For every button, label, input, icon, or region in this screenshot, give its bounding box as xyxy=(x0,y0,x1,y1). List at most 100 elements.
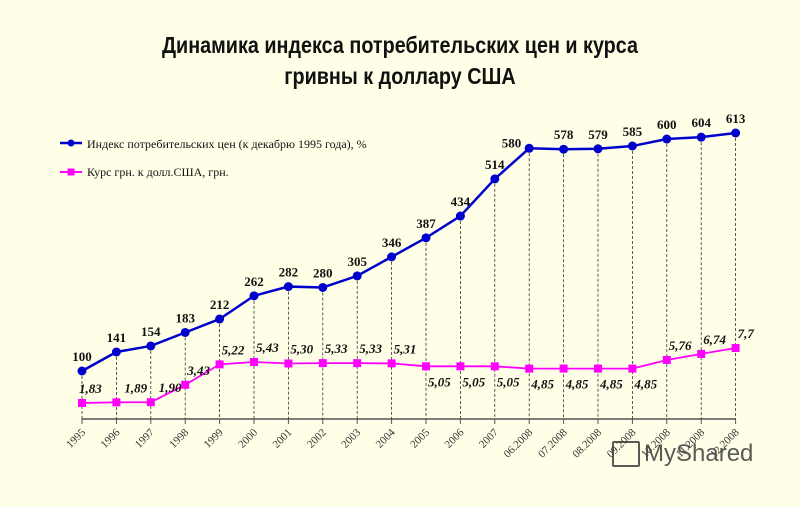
cpi-data-point xyxy=(731,128,741,138)
cpi-data-point xyxy=(524,143,534,153)
watermark-text: MyShared xyxy=(644,440,754,467)
cpi-value-label: 434 xyxy=(451,194,471,209)
cpi-value-label: 585 xyxy=(623,124,643,139)
fx-data-point xyxy=(181,380,190,389)
legend-label-fx: Курс грн. к долл.США, грн. xyxy=(87,165,229,179)
fx-value-label: 5,05 xyxy=(497,374,520,389)
fx-data-point xyxy=(250,358,258,366)
fx-value-label: 4,85 xyxy=(530,377,554,392)
cpi-data-point xyxy=(421,233,431,243)
cpi-data-point xyxy=(215,314,225,324)
cpi-data-point xyxy=(111,347,121,357)
legend-item-fx: Курс грн. к долл.США, грн. xyxy=(60,165,229,179)
fx-data-point xyxy=(284,359,293,368)
cpi-data-point xyxy=(387,252,397,262)
cpi-data-point xyxy=(490,174,500,184)
fx-value-label: 1,90 xyxy=(159,380,182,395)
series-exchange-rate: 1,83 1,89 1,90 3,43 5,22 5,43 5,30 5,33 5,33 5,31… xyxy=(78,326,754,407)
cpi-value-label: 387 xyxy=(416,216,436,231)
x-tick-label: 1995 xyxy=(64,426,88,450)
fx-data-point xyxy=(594,364,602,373)
chart-title: Динамика индекса потребительских цен и к… xyxy=(56,30,744,92)
fx-value-label: 1,83 xyxy=(79,381,102,396)
fx-data-point xyxy=(78,399,86,407)
cpi-value-label: 280 xyxy=(313,265,333,280)
x-tick-label: 2003 xyxy=(339,426,363,450)
cpi-value-label: 604 xyxy=(691,115,711,130)
fx-data-point xyxy=(353,359,362,368)
fx-value-label: 4,85 xyxy=(565,377,589,392)
fx-data-point xyxy=(112,398,121,407)
x-tick-label: 08.2008 xyxy=(570,426,604,460)
cpi-data-point xyxy=(352,271,362,281)
cpi-data-point xyxy=(318,282,328,292)
cpi-data-point xyxy=(455,211,465,221)
fx-data-point xyxy=(387,359,396,368)
fx-value-label: 5,76 xyxy=(669,338,692,353)
x-tick-label: 2004 xyxy=(374,426,398,450)
presentation-icon xyxy=(612,441,640,467)
legend-item-cpi: Индекс потребительских цен (к декабрю 19… xyxy=(60,137,367,151)
fx-data-point xyxy=(525,364,534,373)
fx-value-label: 1,89 xyxy=(124,380,147,395)
legend: Индекс потребительских цен (к декабрю 19… xyxy=(60,137,367,179)
cpi-data-point xyxy=(180,327,190,337)
fx-data-point xyxy=(490,362,499,371)
cpi-data-point xyxy=(696,132,706,142)
cpi-value-label: 212 xyxy=(210,297,230,312)
fx-data-point xyxy=(662,355,671,364)
x-tick-label: 1998 xyxy=(167,426,191,450)
cpi-value-label: 282 xyxy=(279,265,299,280)
fx-data-point xyxy=(731,344,740,352)
fx-value-label: 4,85 xyxy=(599,377,623,392)
fx-value-label: 5,05 xyxy=(462,374,485,389)
cpi-value-label: 262 xyxy=(244,274,264,289)
cpi-data-point xyxy=(559,144,569,154)
fx-value-label: 5,05 xyxy=(428,374,451,389)
cpi-value-label: 305 xyxy=(347,254,367,269)
cpi-value-label: 183 xyxy=(175,310,195,325)
fx-value-label: 5,22 xyxy=(222,342,245,357)
series-cpi: 100 141 154 183 212 262 282 280 305 346 387 434 514 5… xyxy=(72,111,746,376)
cpi-value-label: 346 xyxy=(382,235,402,250)
cpi-value-label: 600 xyxy=(657,117,677,132)
fx-value-label: 6,74 xyxy=(703,332,726,347)
x-tick-label: 2006 xyxy=(442,426,466,450)
fx-value-label: 5,33 xyxy=(359,341,382,356)
cpi-data-point xyxy=(593,144,603,154)
fx-data-point xyxy=(456,362,465,371)
cpi-data-point xyxy=(283,282,293,292)
cpi-value-label: 514 xyxy=(485,157,505,172)
cpi-data-point xyxy=(627,141,637,151)
cpi-value-label: 613 xyxy=(726,111,746,126)
cpi-value-label: 141 xyxy=(107,330,127,345)
cpi-value-label: 578 xyxy=(554,127,574,142)
x-tick-label: 1999 xyxy=(202,426,226,450)
fx-value-label: 4,85 xyxy=(633,377,657,392)
fx-value-label: 7,7 xyxy=(738,326,755,341)
fx-value-label: 5,33 xyxy=(325,341,348,356)
fx-data-point xyxy=(559,364,568,373)
fx-data-point xyxy=(215,360,224,369)
square-marker-icon xyxy=(67,168,75,176)
x-tick-label: 1997 xyxy=(133,426,157,450)
cpi-value-label: 100 xyxy=(72,349,92,364)
fx-data-point xyxy=(318,359,327,368)
chart-title-line2: гривны к доллару США xyxy=(284,63,516,89)
fx-data-point xyxy=(697,349,706,358)
drop-lines xyxy=(81,133,736,419)
cpi-data-point xyxy=(662,134,672,144)
cpi-value-label: 579 xyxy=(588,127,608,142)
x-tick-label: 2000 xyxy=(236,426,260,450)
cpi-data-point xyxy=(146,341,156,351)
x-tick-label: 07.2008 xyxy=(536,426,570,460)
fx-value-label: 5,30 xyxy=(290,341,313,356)
cpi-value-label: 580 xyxy=(502,135,522,150)
cpi-data-point xyxy=(249,291,259,301)
fx-data-point xyxy=(628,364,637,373)
fx-value-label: 5,43 xyxy=(256,340,279,355)
cpi-data-point xyxy=(77,366,87,376)
x-tick-label: 2002 xyxy=(305,427,329,451)
x-tick-label: 2007 xyxy=(477,426,501,450)
